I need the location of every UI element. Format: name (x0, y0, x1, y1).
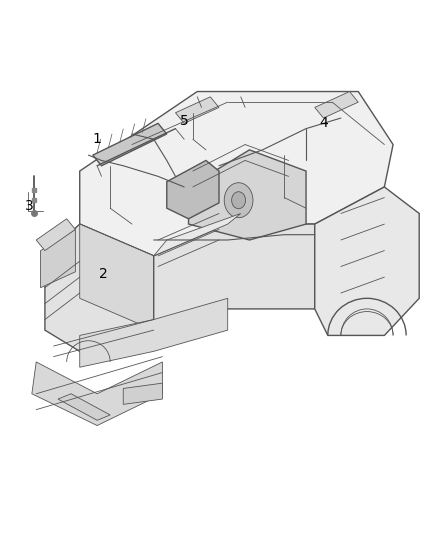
Polygon shape (167, 160, 219, 219)
Polygon shape (36, 219, 75, 251)
Polygon shape (80, 92, 393, 256)
Polygon shape (154, 214, 241, 256)
Text: 2: 2 (99, 268, 108, 281)
Text: 1: 1 (93, 132, 102, 146)
Polygon shape (315, 187, 419, 335)
Text: 3: 3 (25, 198, 34, 213)
Polygon shape (188, 150, 306, 240)
Circle shape (224, 183, 253, 217)
Polygon shape (80, 298, 228, 367)
Polygon shape (80, 224, 154, 330)
Polygon shape (176, 97, 219, 123)
Polygon shape (32, 362, 162, 425)
Polygon shape (41, 229, 75, 288)
Circle shape (232, 192, 246, 209)
Polygon shape (93, 123, 167, 166)
Polygon shape (315, 92, 358, 118)
Polygon shape (154, 224, 315, 330)
Polygon shape (45, 224, 154, 362)
Text: 4: 4 (319, 116, 328, 131)
Polygon shape (123, 383, 162, 405)
Text: 5: 5 (180, 114, 188, 128)
Polygon shape (58, 394, 110, 420)
